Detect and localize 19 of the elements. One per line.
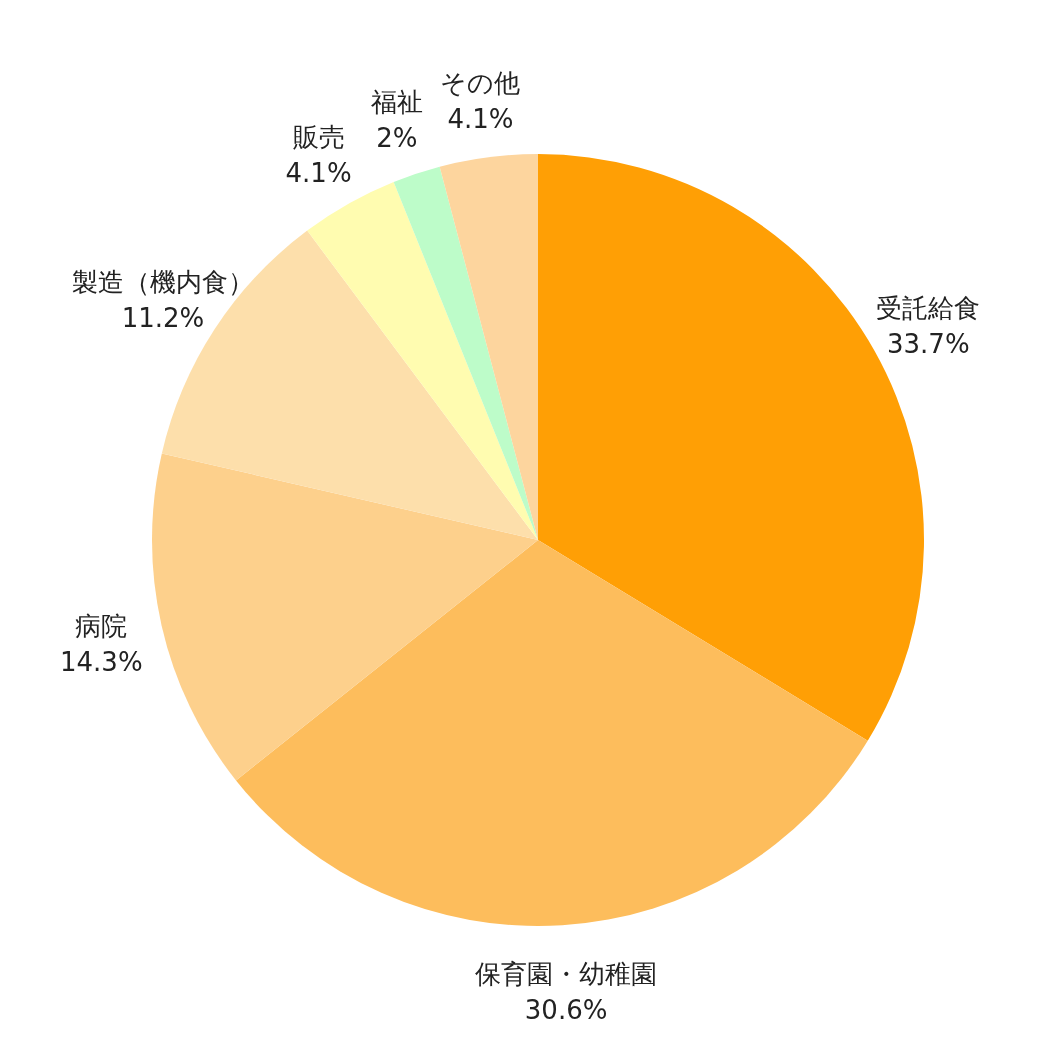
pie-slice [236, 540, 868, 926]
pie-slice [307, 182, 538, 540]
slice-label: 病院 [75, 611, 128, 642]
slice-label: 福祉 [370, 87, 423, 118]
data-label: 11.2% [121, 303, 205, 334]
pie-slice [152, 453, 538, 781]
data-label: 2% [376, 123, 418, 154]
data-label: 30.6% [524, 994, 608, 1025]
slice-label: その他 [440, 67, 521, 98]
slice-label: 保育園・幼稚園 [475, 958, 658, 989]
pie-slice [393, 166, 538, 540]
data-label: 4.1% [447, 103, 514, 134]
data-label: 33.7% [887, 328, 970, 359]
data-label: 4.1% [285, 157, 352, 188]
pie-slice [439, 154, 538, 540]
data-label: 14.3% [60, 647, 143, 678]
slice-label: 受託給食 [876, 292, 981, 323]
slice-label: 販売 [292, 121, 345, 152]
slice-label: 製造（機内食） [71, 267, 254, 298]
